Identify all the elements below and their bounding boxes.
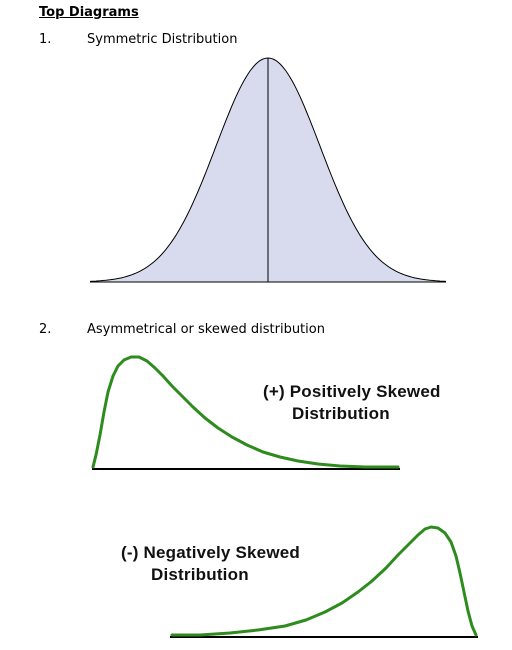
positive-skew-label: (+) Positively Skewed Distribution bbox=[263, 381, 441, 425]
negatively-skewed-diagram bbox=[170, 525, 478, 638]
positively-skewed-diagram bbox=[91, 355, 400, 470]
item-2-label: Asymmetrical or skewed distribution bbox=[87, 322, 325, 337]
positive-skew-curve bbox=[91, 355, 400, 469]
positive-skew-label-line2: Distribution bbox=[292, 404, 390, 423]
item-1-number: 1. bbox=[39, 32, 52, 47]
item-2-number: 2. bbox=[39, 322, 52, 337]
positive-skew-label-line1: (+) Positively Skewed bbox=[263, 382, 441, 401]
page-heading: Top Diagrams bbox=[39, 5, 139, 20]
negative-skew-label-line2: Distribution bbox=[151, 565, 249, 584]
negative-skew-label: (-) Negatively Skewed Distribution bbox=[121, 542, 300, 586]
item-1-label: Symmetric Distribution bbox=[87, 32, 238, 47]
negative-skew-label-line1: (-) Negatively Skewed bbox=[121, 543, 300, 562]
negative-skew-curve bbox=[170, 525, 478, 637]
symmetric-distribution-diagram bbox=[89, 57, 447, 283]
